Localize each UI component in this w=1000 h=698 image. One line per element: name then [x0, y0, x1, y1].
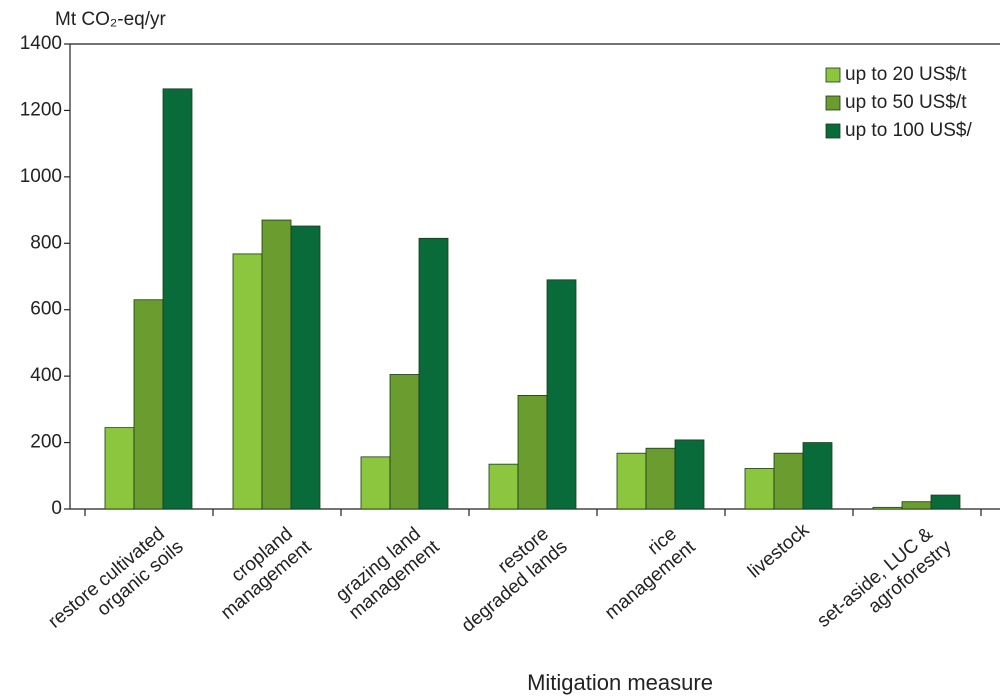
x-tick-label: croplandmanagement — [203, 519, 316, 624]
y-tick-label: 1000 — [20, 166, 62, 187]
legend-swatch — [825, 123, 841, 139]
legend-swatch — [825, 67, 841, 83]
y-tick-label: 600 — [30, 299, 62, 320]
y-tick-label: 1400 — [20, 33, 62, 54]
bar — [104, 427, 135, 510]
bar — [744, 468, 775, 510]
x-tick-label: livestock — [744, 519, 814, 582]
x-tick-label: set-aside, LUC &agroforestry — [813, 519, 956, 648]
legend-label: up to 100 US$/ — [845, 120, 972, 141]
bar — [930, 494, 961, 510]
x-axis-title: Mitigation measure — [527, 670, 713, 695]
legend-swatch — [825, 95, 841, 111]
bar — [261, 219, 292, 510]
bar — [872, 506, 903, 510]
x-tick-label: restoredegraded lands — [444, 520, 572, 637]
legend-label: up to 50 US$/t — [845, 92, 967, 113]
x-tick-label: grazing landmanagement — [331, 519, 444, 624]
bar — [232, 253, 263, 510]
y-tick-label: 1200 — [20, 99, 62, 120]
bar — [645, 447, 676, 510]
bar — [488, 463, 519, 510]
y-axis-title: Mt CO₂-eq/yr — [55, 9, 167, 30]
bar — [290, 225, 321, 510]
y-tick-label: 800 — [30, 232, 62, 253]
y-tick-label: 200 — [30, 432, 62, 453]
bar — [133, 299, 164, 510]
bar — [162, 88, 193, 510]
y-tick-label: 0 — [51, 498, 62, 519]
bar — [674, 439, 705, 510]
bar — [616, 452, 647, 510]
x-tick-label: ricemanagement — [587, 519, 700, 624]
bar — [389, 374, 420, 510]
bar — [546, 279, 577, 510]
bar — [418, 237, 449, 510]
bar — [901, 501, 932, 510]
y-tick-label: 400 — [30, 365, 62, 386]
bar — [802, 442, 833, 510]
legend-label: up to 20 US$/t — [845, 64, 967, 85]
x-tick-label: restore cultivatedorganic soils — [45, 520, 188, 650]
bar — [517, 395, 548, 510]
bar — [773, 452, 804, 510]
bar — [360, 456, 391, 510]
